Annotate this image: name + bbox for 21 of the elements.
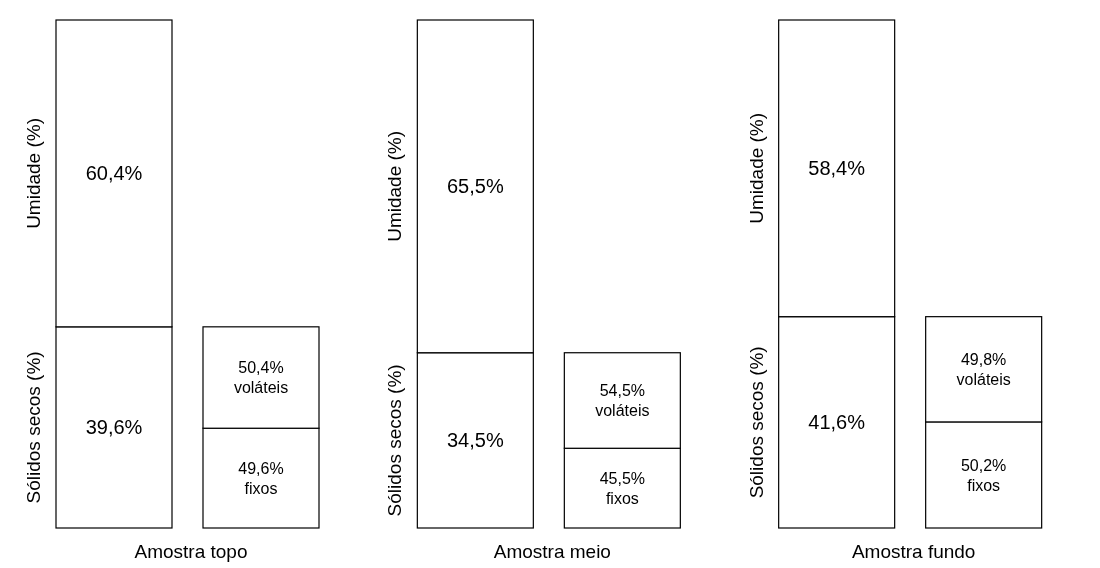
x-axis-title: Amostra topo [134, 541, 248, 562]
data-label: 50,2% fixos [960, 456, 1007, 494]
x-axis-title: Amostra fundo [851, 541, 976, 562]
data-label: 45,5% fixos [599, 469, 646, 507]
data-label: 50,4% voláteis [233, 359, 289, 397]
data-label: 49,8% voláteis [956, 350, 1011, 388]
text: Umidade (%) [745, 112, 767, 224]
data-label: 49,6% fixos [238, 459, 284, 497]
x-axis-title: Amostra meio [493, 541, 611, 562]
data-label: 54,5% voláteis [595, 382, 650, 420]
data-label: 41,6% [808, 411, 866, 434]
data-label: 34,5% [446, 429, 504, 452]
text: Umidade (%) [384, 130, 406, 242]
text: Sólidos secos (%) [23, 351, 44, 504]
text: Sólidos secos (%) [384, 364, 406, 517]
text: Umidade (%) [23, 117, 44, 229]
text: Sólidos secos (%) [745, 346, 767, 499]
data-label: 60,4% [85, 162, 143, 185]
data-label: 39,6% [85, 416, 143, 439]
data-label: 65,5% [446, 175, 504, 198]
data-label: 58,4% [808, 157, 866, 180]
